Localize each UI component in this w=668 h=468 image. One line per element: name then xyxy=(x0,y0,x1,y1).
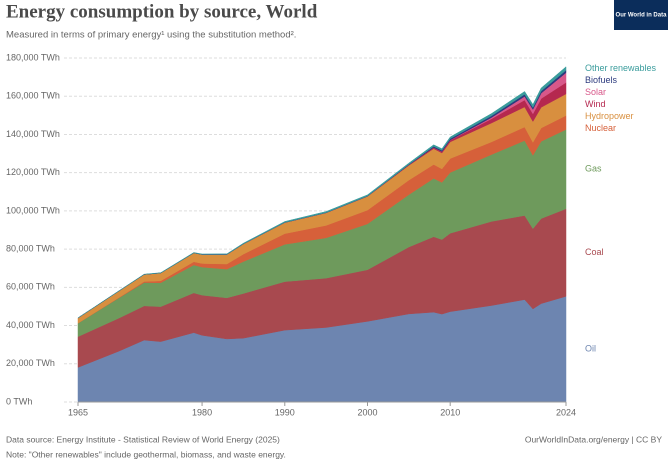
y-tick-label: 20,000 TWh xyxy=(6,358,55,368)
y-tick-label: 160,000 TWh xyxy=(6,91,60,101)
x-tick-label: 1965 xyxy=(68,407,88,417)
series-label: Wind xyxy=(585,99,606,109)
x-tick-label: 2024 xyxy=(556,407,576,417)
source: Data source: Energy Institute - Statisti… xyxy=(6,434,280,444)
x-tick-label: 1980 xyxy=(192,407,212,417)
series-label: Coal xyxy=(585,247,604,257)
note: Note: "Other renewables" include geother… xyxy=(6,449,286,459)
logo: Our World in Data xyxy=(616,13,668,19)
chart-title: Energy consumption by source, World xyxy=(6,1,318,22)
y-tick-label: 140,000 TWh xyxy=(6,129,60,139)
y-tick-label: 60,000 TWh xyxy=(6,282,55,292)
series-label: Solar xyxy=(585,87,606,97)
y-tick-label: 80,000 TWh xyxy=(6,243,55,253)
y-tick-label: 100,000 TWh xyxy=(6,205,60,215)
y-tick-label: 40,000 TWh xyxy=(6,320,55,330)
series-label: Hydropower xyxy=(585,111,634,121)
x-tick-label: 1990 xyxy=(275,407,295,417)
logo-box xyxy=(614,0,668,30)
y-tick-label: 0 TWh xyxy=(6,396,32,406)
x-tick-label: 2000 xyxy=(357,407,377,417)
series-label: Oil xyxy=(585,344,596,354)
y-tick-label: 120,000 TWh xyxy=(6,167,60,177)
source-url: OurWorldInData.org/energy | CC BY xyxy=(525,434,662,444)
area xyxy=(77,66,567,319)
x-tick-label: 2010 xyxy=(440,407,460,417)
series-label: Biofuels xyxy=(585,75,618,85)
chart-subtitle: Measured in terms of primary energy¹ usi… xyxy=(6,30,296,41)
series-label: Other renewables xyxy=(585,63,657,73)
series-label: Gas xyxy=(585,164,602,174)
series-label: Nuclear xyxy=(585,123,616,133)
y-tick-label: 180,000 TWh xyxy=(6,52,60,62)
